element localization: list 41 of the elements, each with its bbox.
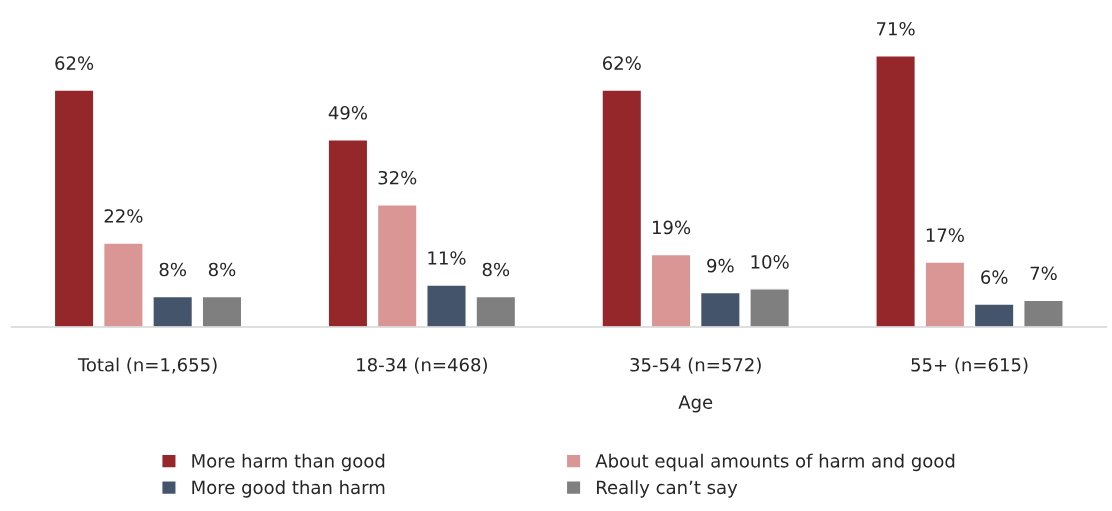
data-label: 8% <box>208 262 236 277</box>
bar <box>875 55 917 328</box>
x-tick-label: 18-34 (n=468) <box>357 357 487 374</box>
bar <box>749 288 791 328</box>
bar <box>924 261 966 328</box>
legend-label: More good than harm <box>192 480 385 498</box>
bar <box>699 291 741 328</box>
data-label: 32% <box>378 170 417 185</box>
bar <box>475 295 517 328</box>
legend-label: More harm than good <box>192 453 385 472</box>
bar <box>376 204 418 328</box>
data-label: 19% <box>652 220 691 235</box>
legend-label: Really can’t say <box>597 480 738 498</box>
data-label: 49% <box>328 105 367 120</box>
x-tick-label: 55+ (n=615) <box>911 357 1028 374</box>
text: Age <box>678 395 713 413</box>
bar <box>973 303 1015 328</box>
data-label: 62% <box>55 56 94 70</box>
data-label: 17% <box>926 228 964 242</box>
bar <box>327 139 369 328</box>
data-label: 7% <box>1030 266 1057 281</box>
bar <box>1023 299 1064 328</box>
bar <box>102 242 144 328</box>
bar <box>152 295 194 328</box>
data-label: 6% <box>981 270 1008 284</box>
data-label: 22% <box>104 209 143 223</box>
data-label: 8% <box>159 262 187 277</box>
data-label: 71% <box>877 21 915 36</box>
data-label: 10% <box>751 255 789 269</box>
data-label: 8% <box>482 262 510 277</box>
data-label: 11% <box>428 251 466 265</box>
bar <box>53 89 95 328</box>
bar <box>601 89 643 328</box>
data-label: 9% <box>707 258 734 273</box>
bar <box>201 295 243 328</box>
x-tick-label: 35-54 (n=572) <box>630 357 761 374</box>
legend-label: About equal amounts of harm and good <box>595 453 955 472</box>
data-label: 62% <box>602 56 641 70</box>
bar <box>426 284 467 328</box>
x-tick-label: Total (n=1,655) <box>77 357 217 374</box>
bar <box>650 253 692 328</box>
